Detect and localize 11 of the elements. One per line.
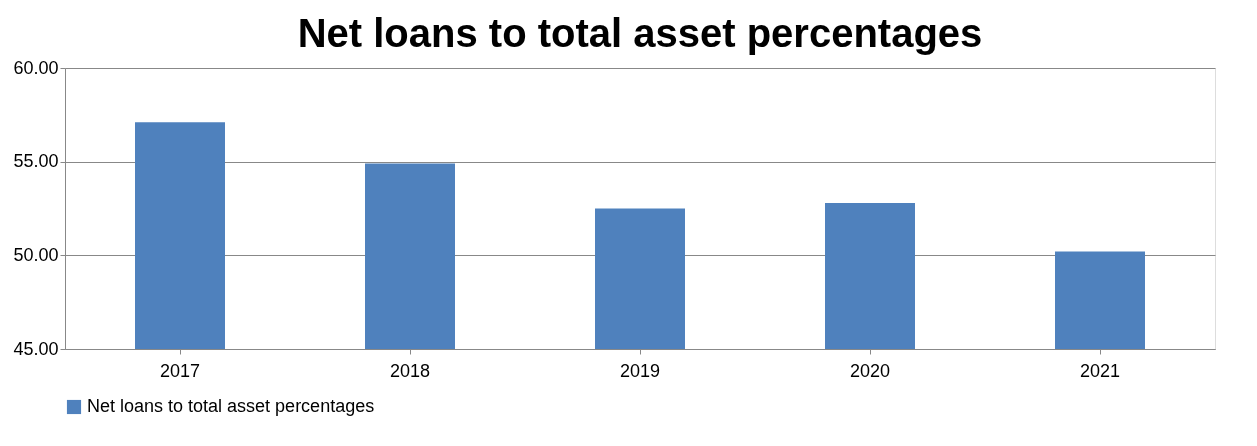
- x-tick-label: 2018: [389, 360, 431, 381]
- x-tick-label: 2017: [159, 360, 201, 381]
- chart-title: Net loans to total asset percentages: [297, 11, 983, 55]
- y-tick-label: 45.00: [13, 338, 59, 359]
- x-tick-label: 2021: [1079, 360, 1121, 381]
- x-tick-label: 2019: [619, 360, 661, 381]
- y-tick-label: 55.00: [13, 151, 59, 172]
- y-tick-label: 60.00: [13, 57, 59, 78]
- x-tick-label: 2020: [849, 360, 891, 381]
- y-tick-label: 50.00: [13, 244, 59, 265]
- legend-label: Net loans to total asset percentages: [87, 396, 375, 416]
